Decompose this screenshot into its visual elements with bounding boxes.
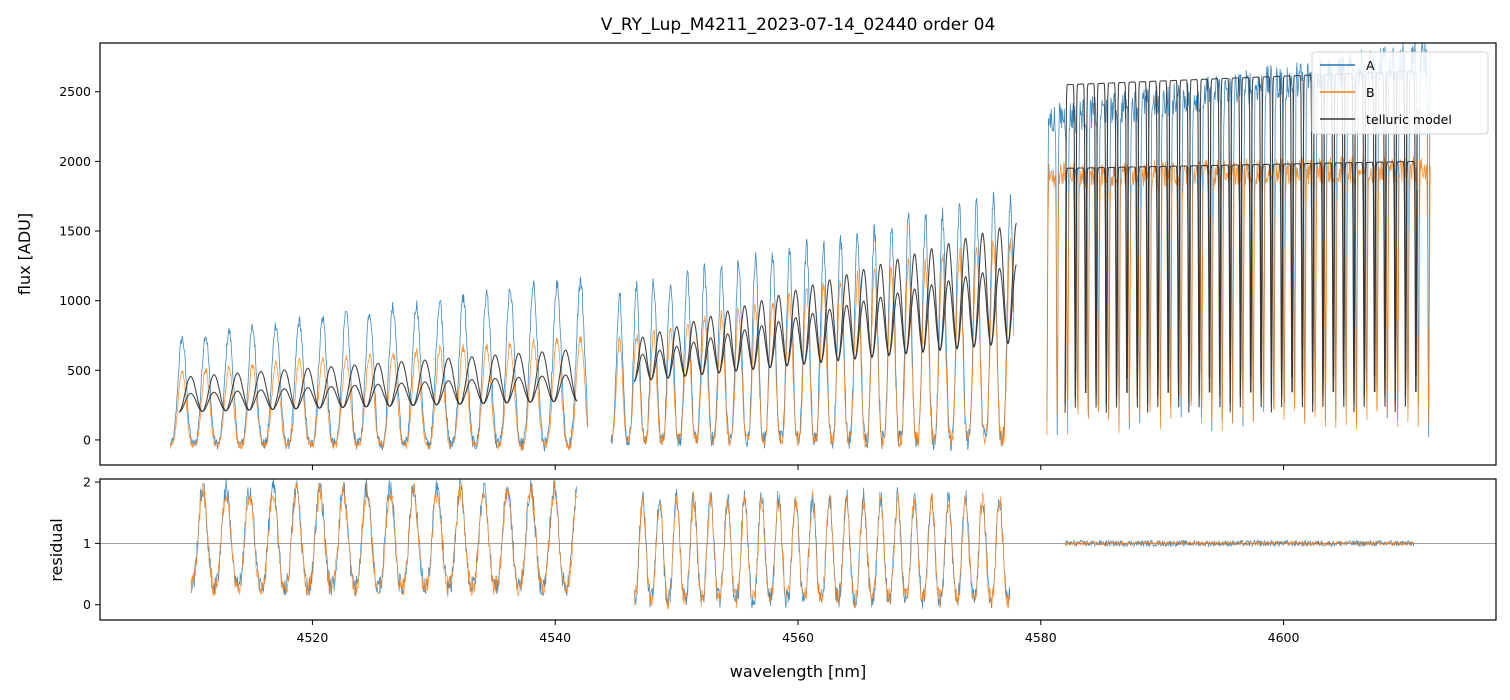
- residual-panel: 0 1 2 4520 4540 4560 4580 4600 residual wavele…: [47, 475, 1497, 681]
- flux-y-tick-label: 500: [67, 363, 91, 378]
- residual-y-tick-label: 1: [83, 536, 91, 551]
- telluric-model-lower-segment-1: [633, 264, 1017, 382]
- residual-y-tick-label: 0: [83, 597, 91, 612]
- flux-y-tick-label: 2000: [59, 154, 91, 169]
- residual-x-ticks: 4520 4540 4560 4580 4600: [297, 620, 1300, 645]
- flux-y-tick-label: 1000: [59, 293, 91, 308]
- legend: A B telluric model: [1311, 51, 1489, 135]
- flux-y-tick-label: 1500: [59, 224, 91, 239]
- legend-label-telluric: telluric model: [1366, 112, 1452, 127]
- residual-a-segment-0: [190, 479, 578, 597]
- residual-y-tick-label: 2: [83, 475, 91, 490]
- flux-y-axis-label: flux [ADU]: [15, 213, 34, 295]
- flux-series-group: [170, 43, 1431, 452]
- flux-y-tick-label: 0: [83, 432, 91, 447]
- flux-b-segment-2: [1046, 155, 1431, 436]
- residual-b-segment-2: [1064, 540, 1415, 547]
- residual-panel-frame: [99, 478, 1497, 621]
- telluric-model-lower-segment-0: [178, 374, 578, 413]
- residual-x-tick-label: 4580: [1025, 630, 1057, 645]
- flux-b-segment-1: [610, 238, 1015, 448]
- residual-series-group: [100, 479, 1496, 610]
- flux-x-ticks: [311, 465, 1285, 470]
- flux-b-segment-0: [170, 336, 589, 451]
- telluric-model-upper-segment-1: [633, 222, 1017, 382]
- residual-x-tick-label: 4520: [297, 630, 329, 645]
- residual-y-axis-label: residual: [47, 518, 66, 581]
- x-axis-label: wavelength [nm]: [730, 662, 867, 681]
- telluric-model-lower-segment-2: [1064, 160, 1418, 413]
- telluric-model-upper-segment-0: [178, 349, 578, 413]
- flux-panel-frame: [99, 42, 1497, 466]
- residual-x-tick-label: 4600: [1268, 630, 1300, 645]
- legend-label-a: A: [1366, 58, 1375, 73]
- residual-x-tick-label: 4540: [539, 630, 571, 645]
- residual-a-segment-1: [633, 487, 1011, 609]
- flux-panel: 0 500 1000 1500 2000 2500 flux [ADU] A B tell…: [15, 42, 1497, 470]
- legend-label-b: B: [1366, 85, 1375, 100]
- residual-x-tick-label: 4560: [782, 630, 814, 645]
- residual-b-segment-0: [190, 481, 578, 597]
- flux-y-tick-label: 2500: [59, 84, 91, 99]
- legend-box: [1311, 51, 1489, 135]
- chart-title: V_RY_Lup_M4211_2023-07-14_02440 order 04: [601, 15, 996, 35]
- residual-b-segment-1: [633, 490, 1011, 610]
- flux-y-ticks: 0 500 1000 1500 2000 2500: [59, 84, 100, 447]
- residual-y-ticks: 0 1 2: [83, 475, 100, 612]
